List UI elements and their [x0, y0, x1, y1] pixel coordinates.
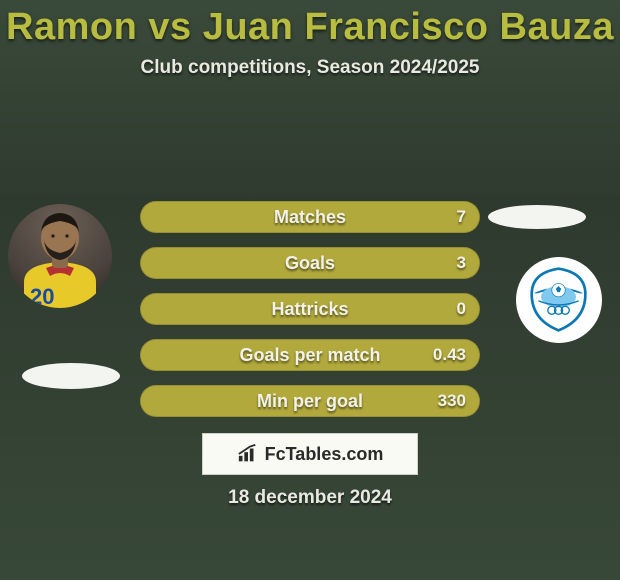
stat-label: Goals per match — [140, 345, 480, 366]
stat-value-right: 3 — [457, 253, 466, 273]
stat-value-right: 330 — [438, 391, 466, 411]
brand-box[interactable]: FcTables.com — [202, 433, 418, 475]
stat-label: Matches — [140, 207, 480, 228]
stat-label: Hattricks — [140, 299, 480, 320]
stat-row: Goals 3 — [140, 247, 480, 279]
oval-left — [22, 363, 120, 389]
brand-chart-icon — [237, 444, 259, 464]
player-right-crest — [516, 257, 602, 343]
player-left-svg: 20 — [8, 204, 112, 308]
stat-row: Hattricks 0 — [140, 293, 480, 325]
jersey-number: 20 — [30, 284, 54, 308]
stat-row: Matches 7 — [140, 201, 480, 233]
stage: 20 — [0, 79, 620, 419]
stat-value-right: 7 — [457, 207, 466, 227]
stat-value-right: 0 — [457, 299, 466, 319]
stats-list: Matches 7 Goals 3 Hattricks 0 Goals per … — [140, 201, 480, 431]
stat-row: Goals per match 0.43 — [140, 339, 480, 371]
player-left-avatar: 20 — [8, 204, 112, 308]
brand-label: FcTables.com — [265, 444, 384, 465]
page-title: Ramon vs Juan Francisco Bauza — [0, 0, 620, 49]
stat-label: Min per goal — [140, 391, 480, 412]
stat-label: Goals — [140, 253, 480, 274]
stat-row: Min per goal 330 — [140, 385, 480, 417]
stat-value-right: 0.43 — [433, 345, 466, 365]
date-line: 18 december 2024 — [0, 487, 620, 509]
oval-right — [488, 205, 586, 229]
page-subtitle: Club competitions, Season 2024/2025 — [0, 57, 620, 79]
crest-svg — [525, 266, 592, 333]
